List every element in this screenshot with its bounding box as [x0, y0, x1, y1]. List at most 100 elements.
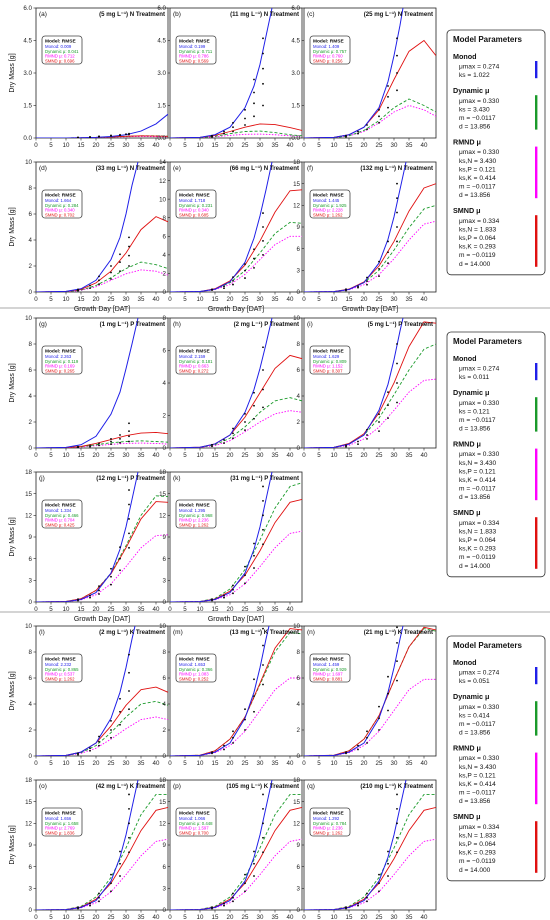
- observed-point: [366, 280, 368, 283]
- panel-letter: (n): [307, 629, 315, 636]
- rmse-dynamic: Dynamic μ: 0.231: [179, 203, 213, 208]
- observed-point: [211, 288, 213, 291]
- observed-point: [396, 679, 398, 682]
- observed-point: [110, 443, 112, 445]
- y-tick-label: 12: [25, 821, 32, 828]
- panel-title: (1 mg L⁻¹) P Treatment: [100, 321, 165, 328]
- x-tick-label: 40: [421, 142, 428, 149]
- observed-point: [128, 532, 130, 535]
- observed-point: [357, 902, 359, 905]
- y-tick-label: 0: [163, 907, 167, 914]
- x-tick-label: 10: [63, 914, 70, 920]
- smnd-curve: [304, 626, 436, 756]
- x-tick-label: 30: [391, 142, 398, 149]
- observed-point: [387, 404, 389, 406]
- panel-letter: (b): [173, 11, 181, 18]
- observed-point: [396, 851, 398, 854]
- panel-c: 0 5 10 15 20 25 30 35 40 0.0 1.5 3.0 4.5 6.0 (c) (25 mg…: [291, 5, 437, 149]
- observed-point: [253, 417, 255, 420]
- observed-point: [396, 807, 398, 810]
- observed-point: [119, 261, 121, 263]
- x-tick-label: 30: [391, 760, 398, 767]
- x-tick-label: 0: [302, 914, 306, 920]
- x-tick-label: 10: [331, 760, 338, 767]
- observed-point: [253, 404, 255, 407]
- rmse-smnd: SMND μ: 0.252: [179, 676, 209, 681]
- x-tick-label: 25: [108, 914, 115, 920]
- observed-point: [119, 441, 121, 444]
- x-tick-label: 10: [197, 914, 204, 920]
- observed-point: [357, 744, 359, 747]
- legend-param-smnd: μmax = 0.334: [459, 824, 500, 831]
- y-tick-label: 6: [163, 864, 167, 871]
- y-tick-label: 8: [163, 649, 167, 656]
- observed-point: [253, 678, 255, 681]
- observed-point: [119, 710, 121, 713]
- x-tick-label: 40: [153, 296, 160, 303]
- observed-point: [357, 285, 359, 288]
- legend-title: Model Parameters: [453, 337, 522, 346]
- y-tick-label: 9: [297, 842, 301, 849]
- y-tick-label: 3: [29, 886, 33, 893]
- y-tick-label: 8: [163, 315, 167, 322]
- observed-point: [232, 736, 234, 739]
- observed-point: [128, 435, 130, 438]
- observed-point: [262, 499, 264, 502]
- y-tick-label: 3.0: [291, 70, 300, 77]
- legend-param-rmnd: ks,N = 3.430: [459, 764, 497, 771]
- x-tick-label: 30: [257, 296, 264, 303]
- observed-point: [89, 284, 91, 287]
- rmse-dynamic: Dynamic μ: 0.041: [45, 49, 79, 54]
- x-tick-label: 0: [168, 452, 172, 459]
- panel-letter: (e): [173, 165, 181, 172]
- x-tick-label: 35: [138, 452, 145, 459]
- observed-point: [396, 626, 398, 629]
- x-tick-label: 35: [406, 914, 413, 920]
- observed-point: [262, 52, 264, 55]
- legend-color-bar-rmnd: [535, 752, 538, 805]
- rmse-smnd: SMND μ: 1.262: [45, 676, 75, 681]
- rmse-smnd: SMND μ: 0.307: [313, 368, 343, 373]
- observed-point: [244, 412, 246, 415]
- rmnd-curve: [36, 716, 168, 756]
- monod-curve: [304, 780, 407, 910]
- rmse-rmnd: RMND μ: 2.228: [313, 208, 343, 213]
- legend-param-smnd: m = −0.0119: [459, 554, 496, 561]
- observed-point: [253, 266, 255, 269]
- x-tick-label: 20: [93, 142, 100, 149]
- axes-frame: [169, 161, 303, 293]
- monod-curve: [170, 162, 273, 292]
- y-tick-label: 0: [29, 907, 33, 914]
- observed-point: [262, 104, 264, 107]
- observed-point: [128, 793, 130, 796]
- rmse-rmnd: RMND μ: 0.169: [45, 364, 75, 369]
- y-tick-label: 3: [163, 886, 167, 893]
- x-tick-label: 30: [123, 606, 130, 613]
- rmse-header: Model: RMSE: [179, 349, 210, 355]
- x-tick-label: 20: [93, 452, 100, 459]
- x-tick-label: 40: [153, 606, 160, 613]
- rmse-rmnd: RMND μ: 0.340: [179, 208, 209, 213]
- y-tick-label: 2: [297, 727, 301, 734]
- y-tick-label: 0: [163, 445, 167, 452]
- observed-point: [89, 904, 91, 907]
- observed-point: [378, 260, 380, 263]
- rmse-monod: Monod: 1.653: [179, 662, 206, 667]
- x-tick-label: 35: [138, 914, 145, 920]
- observed-point: [357, 443, 359, 445]
- rmse-header: Model: RMSE: [313, 349, 344, 355]
- x-tick-label: 0: [34, 142, 38, 149]
- legend-group-smnd: SMND μ: [453, 206, 481, 215]
- observed-point: [396, 660, 398, 662]
- rmse-header: Model: RMSE: [45, 811, 76, 817]
- observed-point: [244, 421, 246, 423]
- x-tick-label: 40: [287, 606, 294, 613]
- legend-param-rmnd: μmax = 0.330: [459, 755, 500, 762]
- legend-param-monod: μmax = 0.274: [459, 366, 500, 373]
- observed-point: [232, 592, 234, 595]
- observed-point: [128, 245, 130, 248]
- x-tick-label: 5: [317, 452, 321, 459]
- y-tick-label: 6: [163, 675, 167, 682]
- rmse-smnd: SMND μ: 0.685: [179, 212, 209, 217]
